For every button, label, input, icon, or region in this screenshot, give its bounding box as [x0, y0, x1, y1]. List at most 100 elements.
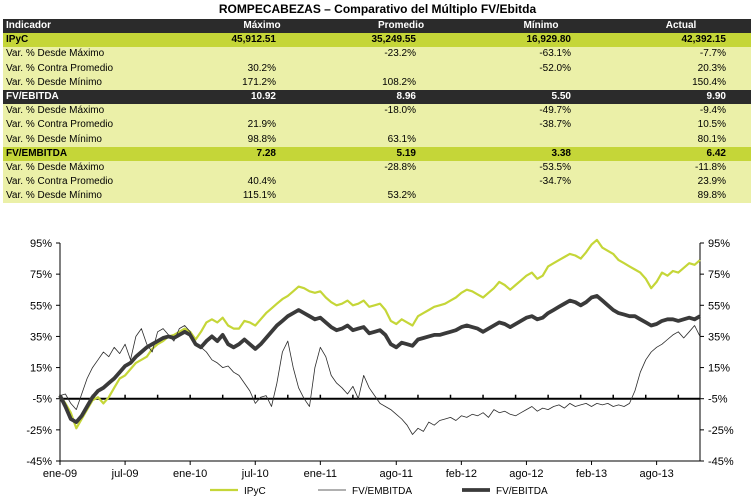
line-chart: 95% 95% 75% 75% 55% 55% 35% 35% 15% 15% -5% -5% -25%… [26, 238, 734, 497]
row-value [471, 189, 611, 204]
row-value [471, 132, 611, 147]
row-value: 20.3% [611, 61, 751, 76]
row-value: -28.8% [331, 160, 471, 176]
table-header-cell: Mínimo [471, 19, 611, 34]
row-label: Var. % Desde Mínimo [3, 189, 193, 204]
table-row: Var. % Desde Mínimo 115.1% 53.2% 89.8% [3, 189, 751, 204]
row-label: Var. % Desde Máximo [3, 47, 193, 62]
table-row: Var. % Contra Promedio 30.2% -52.0% 20.3% [3, 61, 751, 76]
table-row: Var. % Desde Máximo -28.8% -53.5% -11.8% [3, 160, 751, 176]
table-header-cell: Máximo [193, 19, 331, 34]
row-value: -63.1% [471, 47, 611, 62]
row-value: 108.2% [331, 75, 471, 90]
y-tick-label-left: -25% [26, 425, 52, 437]
series-line-ipyc [59, 238, 701, 430]
legend-label: IPyC [244, 486, 266, 497]
row-value: 98.8% [193, 132, 331, 147]
table-header-cell: Actual [611, 19, 751, 34]
table-header-cell: Indicador [3, 19, 193, 34]
row-label: Var. % Desde Máximo [3, 104, 193, 119]
group-value: 9.90 [611, 89, 751, 105]
row-label: Var. % Desde Mínimo [3, 132, 193, 147]
x-tick-label: ago-12 [509, 468, 543, 480]
y-tick-label-right: 15% [708, 363, 730, 375]
row-value [193, 47, 331, 62]
x-tick-label: ago-13 [639, 468, 673, 480]
row-value: -7.7% [611, 47, 751, 62]
table-header-cell: Promedio [331, 19, 471, 34]
group-value: 16,929.80 [471, 33, 611, 48]
page-title: ROMPECABEZAS – Comparativo del Múltiplo … [218, 2, 537, 16]
chart-axes: 95% 95% 75% 75% 55% 55% 35% 35% 15% 15% -5% -5% -25%… [26, 238, 734, 480]
row-value: 23.9% [611, 175, 751, 190]
table-group-row: IPyC 45,912.51 35,249.55 16,929.80 42,392.15 [3, 33, 751, 48]
row-value: 40.4% [193, 175, 331, 190]
row-value: -34.7% [471, 175, 611, 190]
row-value: 150.4% [611, 75, 751, 90]
row-value: -23.2% [331, 47, 471, 62]
chart-lines [58, 238, 701, 435]
comparison-table: Indicador Máximo Promedio Mínimo Actual IPyC 4… [3, 19, 751, 204]
y-tick-label-left: 75% [30, 269, 52, 281]
y-tick-label-right: 95% [708, 238, 730, 250]
row-value [193, 104, 331, 119]
group-name: IPyC [3, 33, 193, 48]
legend-label: FV/EMBITDA [352, 486, 412, 497]
row-value: -53.5% [471, 160, 611, 176]
table-row: Var. % Desde Máximo -18.0% -49.7% -9.4% [3, 104, 751, 119]
y-tick-label-right: -5% [708, 394, 728, 406]
y-tick-label-right: 75% [708, 269, 730, 281]
legend-label: FV/EBITDA [496, 486, 548, 497]
row-label: Var. % Contra Promedio [3, 118, 193, 133]
group-value: 8.96 [331, 89, 471, 105]
x-tick-label: jul-09 [111, 468, 139, 480]
row-value: 63.1% [331, 132, 471, 147]
group-value: 3.38 [471, 146, 611, 161]
row-value: -52.0% [471, 61, 611, 76]
chart-legend: IPyC FV/EMBITDA FV/EBITDA [210, 486, 548, 497]
x-tick-label: ene-10 [173, 468, 207, 480]
row-value: 30.2% [193, 61, 331, 76]
row-value: -9.4% [611, 104, 751, 119]
row-value: 53.2% [331, 189, 471, 204]
table-group-row: FV/EBITDA 10.92 8.96 5.50 9.90 [3, 89, 751, 105]
table-row: Var. % Contra Promedio 40.4% -34.7% 23.9% [3, 175, 751, 190]
y-tick-label-left: 15% [30, 363, 52, 375]
group-value: 6.42 [611, 146, 751, 161]
y-tick-label-left: -45% [26, 456, 52, 468]
row-value: -49.7% [471, 104, 611, 119]
y-tick-label-left: 55% [30, 300, 52, 312]
row-value: 10.5% [611, 118, 751, 133]
y-tick-label-left: -5% [32, 394, 52, 406]
group-name: FV/EMBITDA [3, 146, 193, 161]
table-group-row: FV/EMBITDA 7.28 5.19 3.38 6.42 [3, 146, 751, 161]
row-label: Var. % Contra Promedio [3, 61, 193, 76]
row-value [331, 175, 471, 190]
group-value: 7.28 [193, 146, 331, 161]
group-value: 45,912.51 [193, 33, 331, 48]
row-label: Var. % Desde Máximo [3, 160, 193, 176]
series-line-fv-ebitda [58, 294, 701, 424]
x-tick-label: ene-11 [304, 468, 337, 480]
row-value: 89.8% [611, 189, 751, 204]
row-label: Var. % Contra Promedio [3, 175, 193, 190]
table-row: Var. % Desde Mínimo 171.2% 108.2% 150.4% [3, 75, 751, 90]
table-row: Var. % Desde Mínimo 98.8% 63.1% 80.1% [3, 132, 751, 147]
row-value [331, 118, 471, 133]
group-value: 10.92 [193, 89, 331, 105]
table-row: Var. % Desde Máximo -23.2% -63.1% -7.7% [3, 47, 751, 62]
group-value: 35,249.55 [331, 33, 471, 48]
row-value: -18.0% [331, 104, 471, 119]
row-value: 115.1% [193, 189, 331, 204]
table-header-row: Indicador Máximo Promedio Mínimo Actual [3, 19, 751, 34]
row-value: 21.9% [193, 118, 331, 133]
row-value: -11.8% [611, 160, 751, 176]
row-value [193, 160, 331, 176]
row-label: Var. % Desde Mínimo [3, 75, 193, 90]
x-tick-label: feb-13 [576, 468, 607, 480]
x-tick-label: jul-10 [241, 468, 269, 480]
row-value: 80.1% [611, 132, 751, 147]
series-line-fv-embitda [59, 325, 701, 435]
y-tick-label-right: 55% [708, 300, 730, 312]
y-tick-label-right: -25% [708, 425, 734, 437]
